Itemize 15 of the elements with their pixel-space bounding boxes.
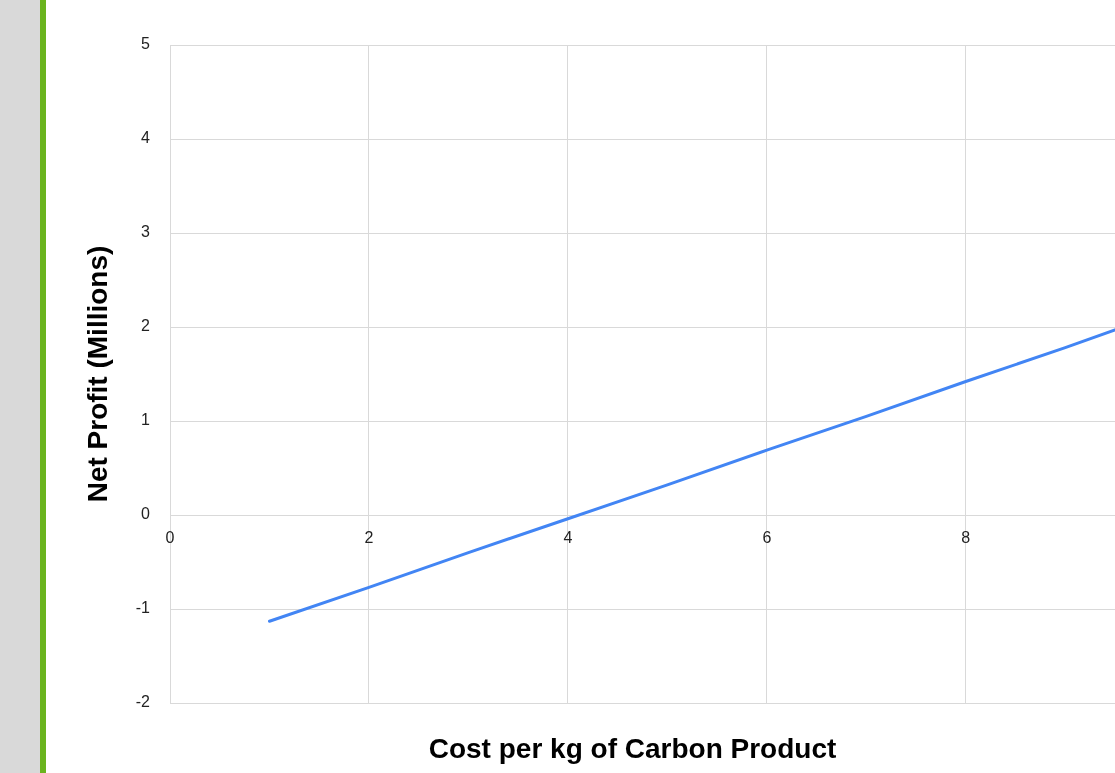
y-tick-label: 2 (141, 317, 151, 335)
y-tick-label: 1 (141, 411, 151, 429)
y-tick-label: 5 (141, 35, 151, 53)
x-tick-label: 4 (563, 529, 573, 547)
x-tick-label: 8 (961, 529, 971, 547)
y-tick-label: 3 (141, 223, 151, 241)
y-tick-label: -1 (135, 599, 151, 617)
x-tick-label: 0 (165, 529, 175, 547)
x-tick-label: 2 (364, 529, 374, 547)
y-tick-label: 0 (141, 505, 151, 523)
y-axis-title: Net Profit (Millions) (81, 245, 113, 503)
y-tick-label: 4 (141, 129, 151, 147)
y-tick-label: -2 (135, 693, 151, 711)
x-tick-label: 6 (762, 529, 772, 547)
x-axis-title: Cost per kg of Carbon Product (428, 732, 837, 764)
